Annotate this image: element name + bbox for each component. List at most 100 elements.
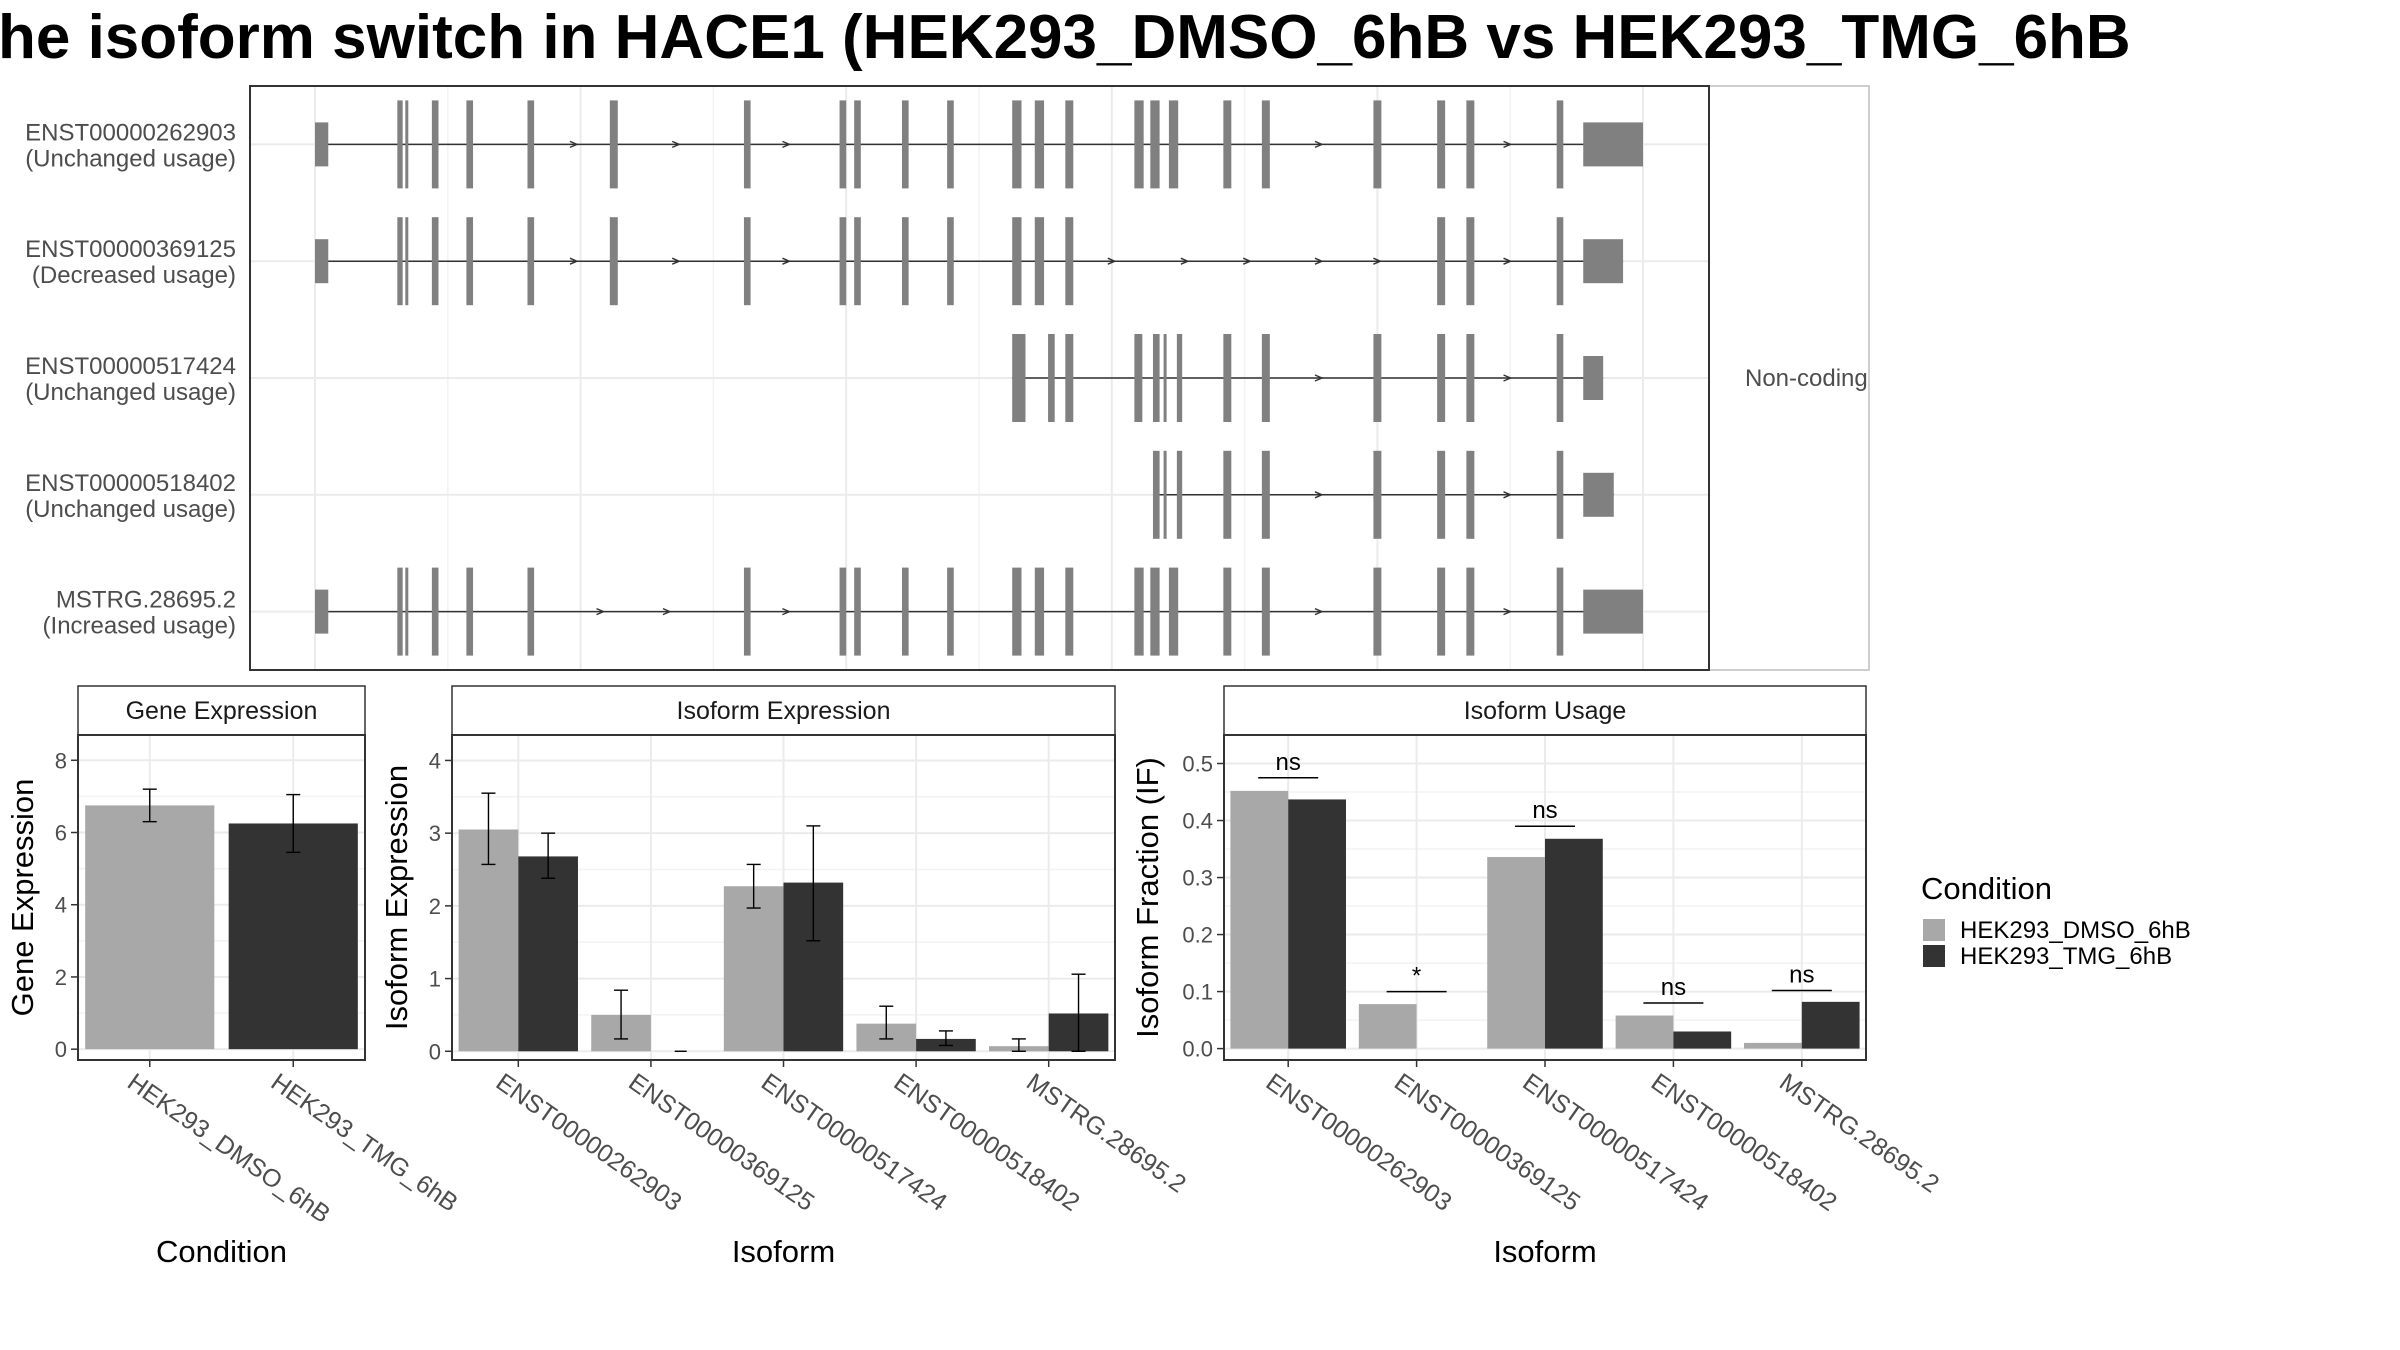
panel-border (77, 734, 366, 1061)
transcript-exon (1034, 100, 1045, 189)
transcript-direction-arrow (782, 140, 792, 149)
y-tick-label: 4 (55, 893, 67, 918)
y-tick-label: 0.0 (1182, 1037, 1213, 1062)
y-tick-label: 3 (429, 821, 441, 846)
transcript-exon (431, 100, 439, 189)
figure-title: he isoform switch in HACE1 (HEK293_DMSO_… (0, 3, 2131, 72)
y-tick-label: 0 (55, 1037, 67, 1062)
transcript-exon (405, 217, 409, 306)
transcript-exon (1437, 334, 1446, 422)
facet-strip (1223, 685, 1867, 736)
transcript-direction-arrow (1503, 257, 1513, 265)
significance-label: ns (1276, 749, 1301, 776)
significance-label: ns (1661, 974, 1686, 1001)
transcript-exon (1134, 100, 1144, 189)
bar (723, 886, 784, 1052)
bar (1358, 1004, 1417, 1049)
transcript-exon (431, 217, 439, 306)
transcript-exon (1261, 334, 1270, 422)
transcript-exon (1065, 217, 1074, 306)
y-axis-title: Isoform Fraction (IF) (1130, 757, 1165, 1038)
bar (1615, 1015, 1674, 1049)
significance-label: ns (1789, 961, 1814, 988)
transcript-exon (947, 100, 954, 189)
facet-strip (77, 685, 366, 736)
transcript-exon (1261, 100, 1270, 189)
transcript-exon (1556, 334, 1564, 422)
y-tick-label: 2 (55, 965, 67, 990)
bar (1230, 790, 1289, 1049)
transcript-exon (854, 567, 861, 656)
transcript-exon (1168, 567, 1179, 656)
transcript-exon (1163, 450, 1167, 539)
legend-swatch-tmg (1923, 945, 1945, 967)
transcript-exon (1556, 450, 1564, 539)
y-tick-label: 0.2 (1182, 923, 1213, 948)
y-axis-title: Gene Expression (5, 779, 40, 1017)
transcript-exon (1176, 334, 1183, 422)
legend-title: Condition (1921, 871, 2052, 906)
transcript-exon (1583, 472, 1614, 517)
transcript-exon (1065, 334, 1074, 422)
transcript-exon (1163, 334, 1167, 422)
transcript-exon (854, 100, 861, 189)
significance-label: * (1412, 963, 1421, 990)
transcript-exon (1583, 356, 1604, 400)
transcript-exon (1583, 122, 1643, 167)
transcript-exon (315, 239, 329, 284)
transcript-exon (901, 217, 909, 306)
transcript-direction-arrow (1314, 607, 1324, 616)
transcript-exon (1223, 334, 1232, 422)
bar (1487, 857, 1545, 1049)
transcript-exon (1261, 450, 1270, 539)
transcript-direction-arrow (569, 257, 579, 265)
transcript-exon (901, 567, 909, 656)
y-tick-label: 0.1 (1182, 980, 1213, 1005)
transcript-exon (1373, 100, 1382, 189)
transcript-exon (1168, 100, 1179, 189)
transcript-exon (405, 100, 409, 189)
transcript-exon (1583, 239, 1624, 284)
transcript-exon (315, 122, 329, 167)
structure-side-label: Non-coding (1745, 365, 1868, 392)
y-tick-label: 2 (429, 894, 441, 919)
transcript-exon (609, 217, 618, 306)
x-axis-title: Condition (156, 1234, 287, 1269)
transcript-exon (1466, 567, 1475, 656)
transcript-exon (1012, 217, 1022, 306)
transcript-label: ENST00000262903 (25, 119, 236, 146)
facet-strip-label: Isoform Expression (677, 697, 891, 725)
transcript-exon (947, 217, 954, 306)
legend-swatch-dmso (1923, 919, 1945, 941)
transcript-direction-arrow (1314, 374, 1324, 382)
transcript-exon (397, 217, 403, 306)
transcript-exon (1134, 567, 1144, 656)
transcript-exon (527, 567, 535, 656)
transcript-usage-label: (Unchanged usage) (25, 145, 236, 172)
transcript-direction-arrow (1314, 140, 1324, 149)
y-tick-label: 8 (55, 748, 67, 773)
transcript-exon (947, 567, 954, 656)
transcript-exon (466, 100, 474, 189)
y-axis-title: Isoform Expression (379, 765, 414, 1030)
legend-label-dmso: HEK293_DMSO_6hB (1960, 917, 2191, 944)
transcript-direction-arrow (1242, 257, 1253, 265)
transcript-exon (405, 567, 409, 656)
bar (1545, 838, 1603, 1049)
transcript-exon (1261, 567, 1270, 656)
transcript-exon (1437, 217, 1446, 306)
transcript-exon (1466, 217, 1475, 306)
transcript-direction-arrow (1503, 491, 1513, 499)
transcript-exon (1437, 100, 1446, 189)
transcript-usage-label: (Unchanged usage) (25, 379, 236, 406)
transcript-exon (1437, 567, 1446, 656)
transcript-exon (527, 217, 535, 306)
transcript-exon (1466, 100, 1475, 189)
bar (85, 805, 215, 1050)
transcript-exon (1176, 450, 1183, 539)
transcript-usage-label: (Increased usage) (43, 613, 236, 640)
transcript-exon (743, 567, 751, 656)
structure-panel-border (249, 85, 1710, 671)
transcript-exon (743, 217, 751, 306)
